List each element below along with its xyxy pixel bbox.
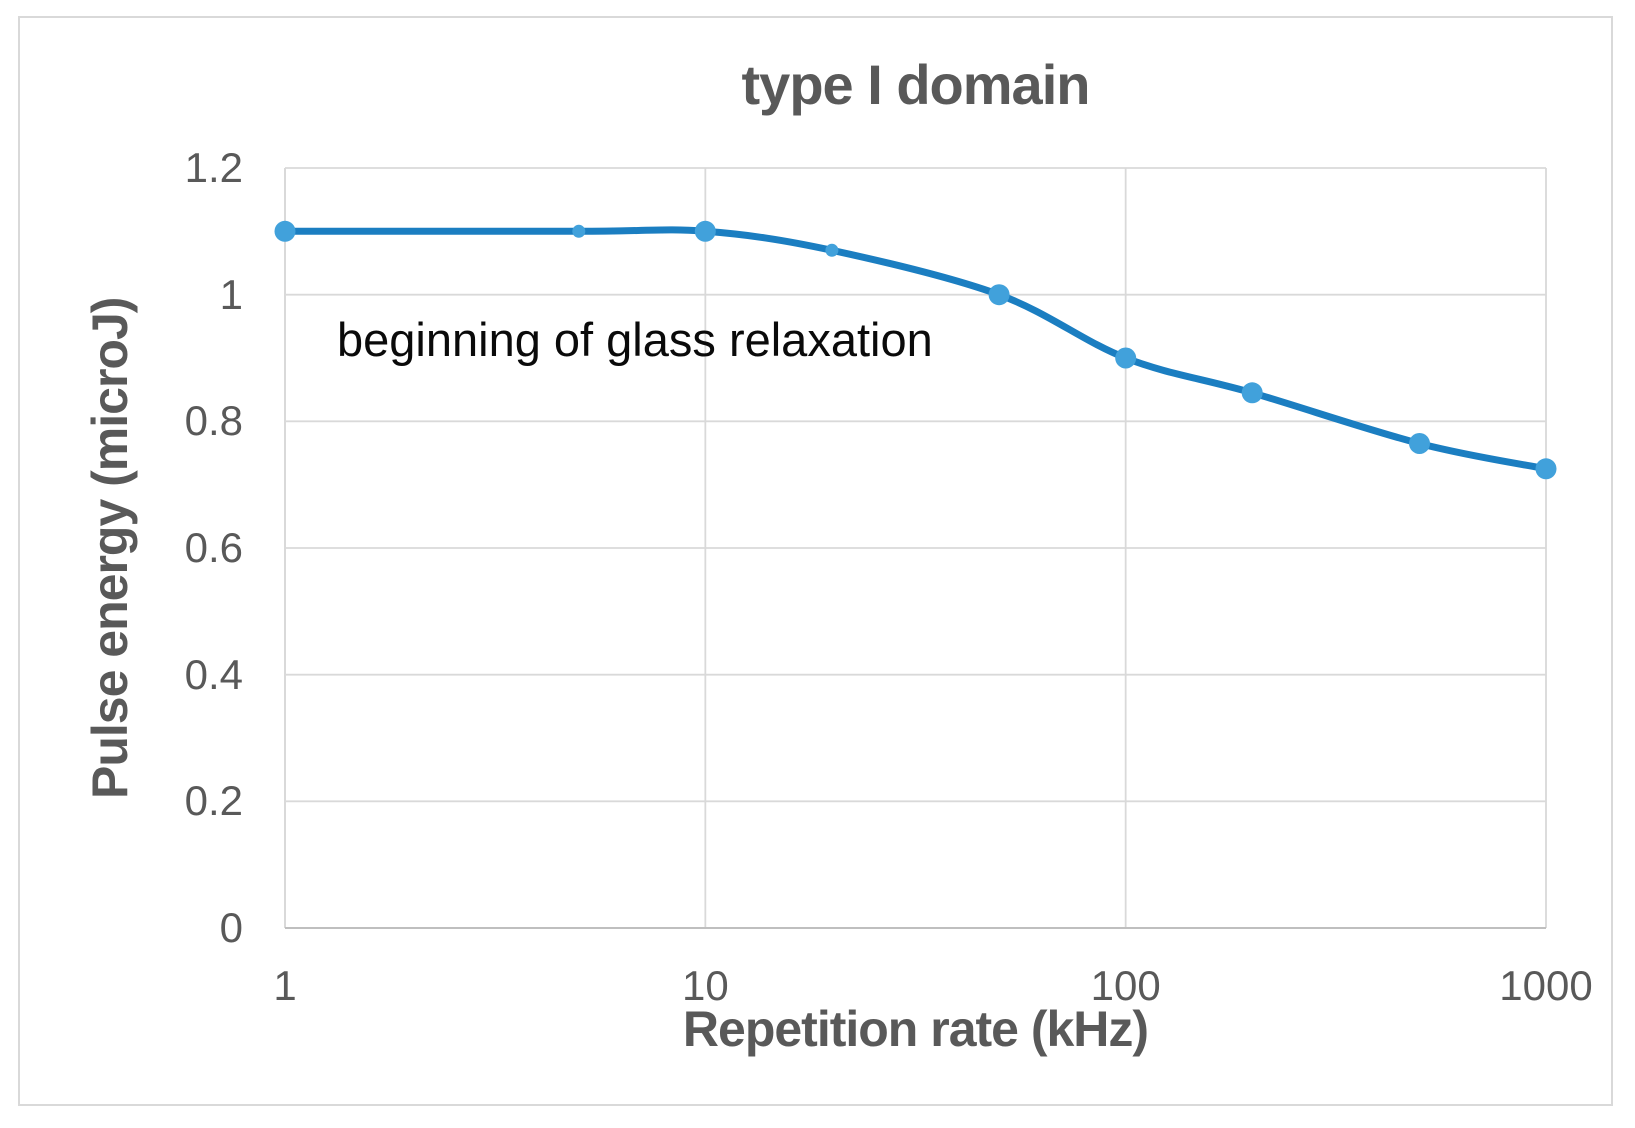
y-tick-label: 0.6	[184, 524, 243, 571]
y-tick-label: 0.4	[184, 650, 243, 698]
y-tick-label: 0	[219, 904, 243, 951]
chart-title: type I domain	[741, 53, 1091, 116]
y-tick-label: 1.2	[184, 144, 243, 191]
x-tick-label: 10	[681, 962, 729, 1009]
x-tick-label: 1000	[1499, 962, 1593, 1009]
y-tick-label: 0.2	[184, 777, 243, 825]
y-tick-label: 1	[219, 270, 243, 318]
data-point-marker	[274, 220, 296, 242]
data-point-marker	[1241, 382, 1263, 404]
x-tick-label: 100	[1090, 962, 1161, 1009]
data-point-marker	[988, 284, 1010, 306]
data-point-marker	[572, 224, 586, 238]
x-axis-title: Repetition rate (kHz)	[682, 1001, 1149, 1057]
data-point-marker	[694, 220, 716, 242]
y-tick-label: 0.8	[184, 397, 243, 445]
line-chart-svg	[274, 167, 1557, 929]
data-point-marker	[825, 243, 839, 257]
x-tick-label: 1	[273, 962, 297, 1009]
annotation-text: beginning of glass relaxation	[337, 313, 933, 366]
plot-area: beginning of glass relaxation	[274, 167, 1557, 929]
data-point-marker	[1115, 347, 1137, 369]
data-point-marker	[1409, 433, 1430, 454]
data-point-marker	[1535, 458, 1557, 480]
